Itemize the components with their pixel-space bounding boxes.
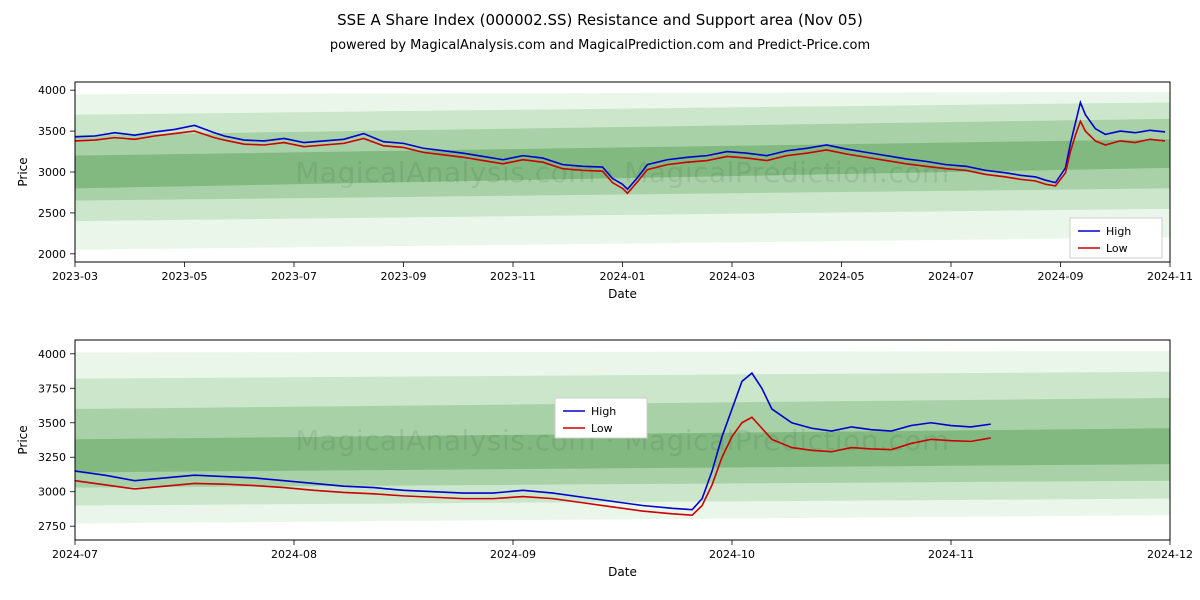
x-tick-label: 2024-07	[928, 270, 974, 283]
x-tick-label: 2024-01	[600, 270, 646, 283]
x-tick-label: 2024-09	[490, 548, 536, 561]
x-tick-label: 2024-11	[1147, 270, 1193, 283]
y-tick-label: 2750	[38, 520, 66, 533]
x-tick-label: 2024-03	[709, 270, 755, 283]
y-axis-label: Price	[16, 425, 30, 454]
legend-label-high: High	[1106, 225, 1131, 238]
x-tick-label: 2024-08	[271, 548, 317, 561]
title-sub: powered by MagicalAnalysis.com and Magic…	[330, 38, 870, 53]
chart-container: { "titles": { "main": "SSE A Share Index…	[0, 0, 1200, 600]
y-tick-label: 2000	[38, 248, 66, 261]
x-tick-label: 2024-05	[819, 270, 865, 283]
chart-title: SSE A Share Index (000002.SS) Resistance…	[0, 10, 1200, 29]
x-tick-label: 2023-09	[381, 270, 427, 283]
y-tick-label: 4000	[38, 84, 66, 97]
x-tick-label: 2023-05	[162, 270, 208, 283]
x-axis-label: Date	[608, 565, 637, 579]
x-tick-label: 2024-10	[709, 548, 755, 561]
y-tick-label: 2500	[38, 207, 66, 220]
y-axis-label: Price	[16, 157, 30, 186]
legend-label-high: High	[591, 405, 616, 418]
y-tick-label: 3750	[38, 382, 66, 395]
legend-label-low: Low	[1106, 242, 1128, 255]
y-tick-label: 3000	[38, 166, 66, 179]
x-tick-label: 2023-07	[271, 270, 317, 283]
x-tick-label: 2024-12	[1147, 548, 1193, 561]
y-tick-label: 3500	[38, 417, 66, 430]
x-tick-label: 2024-11	[928, 548, 974, 561]
legend-label-low: Low	[591, 422, 613, 435]
title-main: SSE A Share Index (000002.SS) Resistance…	[337, 11, 863, 29]
x-tick-label: 2024-09	[1038, 270, 1084, 283]
y-tick-label: 3500	[38, 125, 66, 138]
y-tick-label: 3000	[38, 486, 66, 499]
chart-svg: MagicalAnalysis.com · MagicalPrediction.…	[0, 0, 1200, 600]
x-tick-label: 2024-07	[52, 548, 98, 561]
x-axis-label: Date	[608, 287, 637, 301]
y-tick-label: 4000	[38, 348, 66, 361]
chart-subtitle: powered by MagicalAnalysis.com and Magic…	[0, 34, 1200, 53]
y-tick-label: 3250	[38, 451, 66, 464]
x-tick-label: 2023-03	[52, 270, 98, 283]
x-tick-label: 2023-11	[490, 270, 536, 283]
